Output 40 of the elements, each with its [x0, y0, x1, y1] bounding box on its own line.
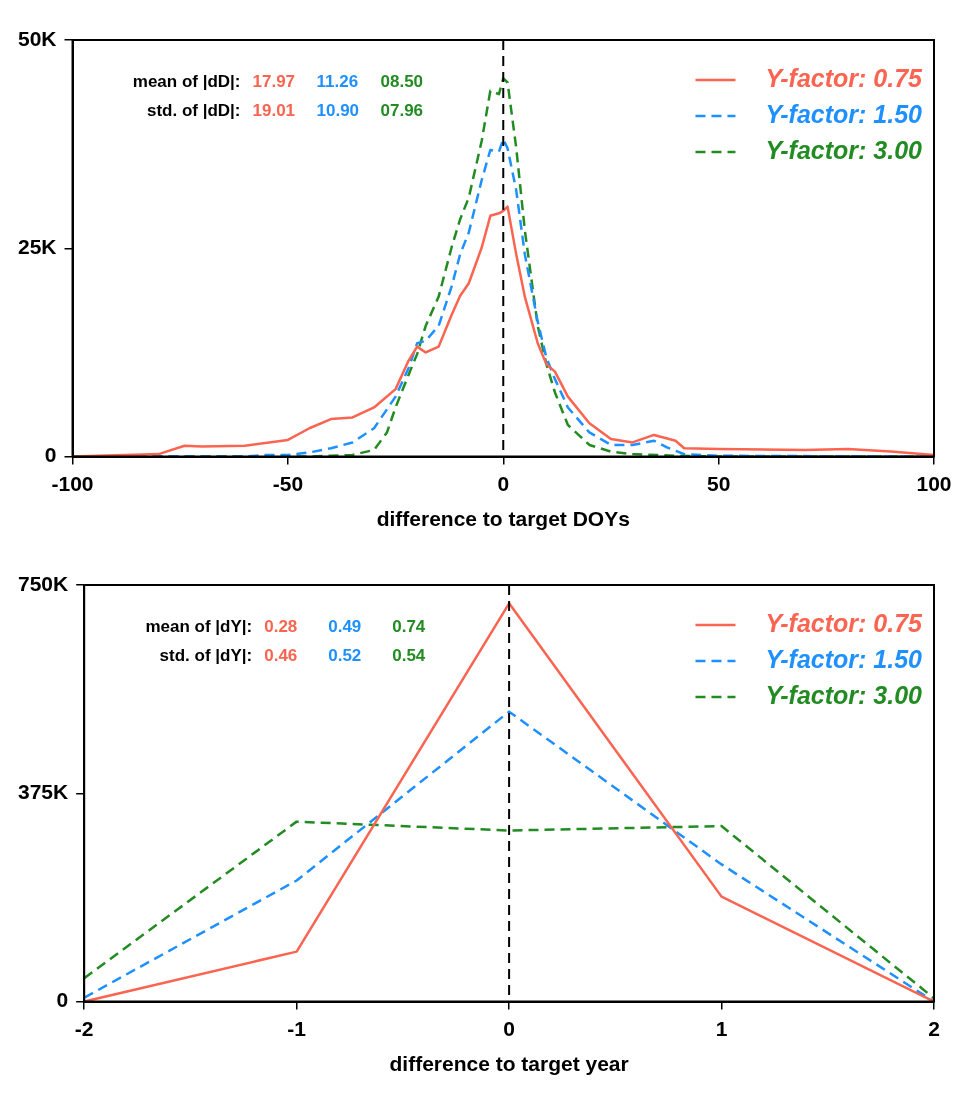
annotation: 08.50 — [380, 71, 424, 91]
x-tick-label: -1 — [287, 1017, 307, 1040]
legend-label: Y-factor: 1.50 — [765, 99, 923, 128]
x-tick-label: -2 — [74, 1017, 94, 1040]
legend-label: Y-factor: 3.00 — [765, 135, 923, 164]
x-tick-label: 1 — [715, 1017, 728, 1040]
annotation: mean of |dD|: — [132, 71, 241, 91]
legend-label: Y-factor: 1.50 — [765, 644, 923, 673]
annotation: 0.74 — [392, 616, 426, 636]
legend-label: Y-factor: 0.75 — [765, 608, 924, 637]
annotation: 0.46 — [264, 645, 298, 665]
legend-label: Y-factor: 3.00 — [765, 680, 923, 709]
y-tick-label: 0 — [44, 443, 57, 467]
annotation: 07.96 — [380, 100, 424, 120]
y-tick-label: 0 — [56, 988, 69, 1012]
annotation: 0.49 — [328, 616, 362, 636]
x-axis-title: difference to target year — [389, 1052, 629, 1076]
x-axis-title: difference to target DOYs — [376, 507, 630, 531]
x-tick-label: 0 — [503, 1017, 515, 1040]
x-tick-label: 50 — [706, 472, 731, 495]
annotation: std. of |dY|: — [159, 645, 253, 665]
annotation: 0.54 — [392, 645, 426, 665]
x-tick-label: 2 — [928, 1017, 940, 1040]
annotation: 17.97 — [252, 71, 296, 91]
x-tick-label: 100 — [916, 472, 952, 495]
y-tick-label: 25K — [17, 235, 57, 259]
x-tick-label: -100 — [51, 472, 94, 495]
legend-label: Y-factor: 0.75 — [765, 63, 924, 92]
x-tick-label: -50 — [272, 472, 304, 495]
annotation: 11.26 — [316, 71, 359, 91]
x-tick-label: 0 — [497, 472, 510, 495]
annotation: 0.28 — [264, 616, 298, 636]
annotation: std. of |dD|: — [146, 100, 241, 120]
y-tick-label: 50K — [17, 26, 57, 50]
annotation: 10.90 — [316, 100, 360, 120]
annotation: 0.52 — [328, 645, 362, 665]
y-tick-label: 375K — [18, 780, 69, 804]
annotation: 19.01 — [252, 100, 296, 120]
y-tick-label: 750K — [18, 571, 69, 595]
annotation: mean of |dY|: — [145, 616, 253, 636]
